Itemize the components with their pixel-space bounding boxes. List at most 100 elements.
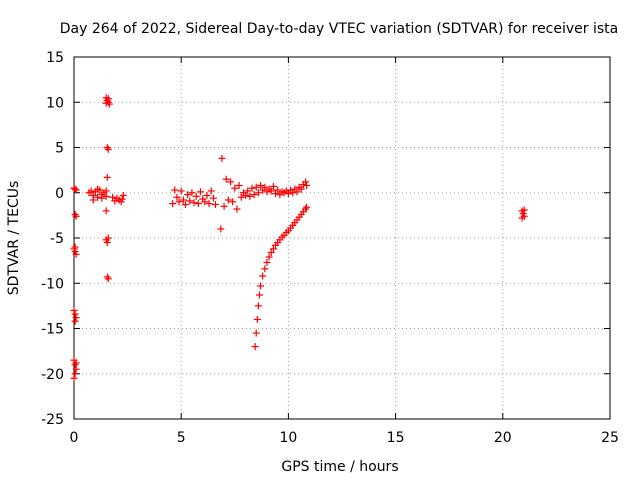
data-point: [186, 197, 194, 205]
data-point: [102, 99, 110, 107]
data-point: [194, 200, 202, 208]
data-point: [109, 193, 117, 201]
data-point: [212, 201, 220, 209]
x-tick-label: 15: [387, 430, 405, 446]
data-point: [119, 191, 127, 199]
data-point: [265, 253, 273, 261]
data-point: [190, 199, 198, 207]
x-tick-label: 25: [601, 430, 619, 446]
data-point: [257, 182, 265, 190]
data-point: [102, 207, 110, 215]
data-point: [94, 185, 102, 193]
data-point: [72, 212, 80, 220]
data-point: [71, 210, 79, 218]
data-point: [94, 193, 102, 201]
data-point: [201, 198, 209, 206]
data-point: [302, 178, 310, 186]
data-point: [103, 273, 111, 281]
grid: [74, 57, 610, 419]
data-point: [269, 245, 277, 253]
data-point: [263, 258, 271, 266]
data-point: [196, 188, 204, 196]
data-point: [289, 189, 297, 197]
y-tick-label: -15: [41, 322, 64, 338]
data-point: [250, 191, 258, 199]
data-point: [70, 306, 78, 314]
data-point: [218, 154, 226, 162]
data-point: [518, 214, 526, 222]
data-point: [169, 200, 177, 208]
y-tick-label: 5: [55, 141, 64, 157]
x-axis-label: GPS time / hours: [281, 459, 398, 475]
data-point: [252, 329, 260, 337]
data-point: [87, 187, 95, 195]
data-point: [253, 315, 261, 323]
data-point: [105, 100, 113, 108]
data-point: [71, 185, 79, 193]
data-point: [181, 201, 189, 209]
data-point: [70, 374, 78, 382]
data-point: [297, 185, 305, 193]
data-point: [103, 239, 111, 247]
x-tick-label: 10: [279, 430, 297, 446]
data-point: [72, 186, 80, 194]
data-point: [102, 187, 110, 195]
y-tick-label: -25: [41, 412, 64, 428]
data-point: [222, 175, 230, 183]
data-point: [254, 189, 262, 197]
data-point: [267, 187, 275, 195]
data-point: [231, 184, 239, 192]
data-point: [171, 186, 179, 194]
y-tick-label: 10: [46, 95, 64, 111]
data-point: [104, 95, 112, 103]
data-point: [254, 302, 262, 310]
data-point: [217, 225, 225, 233]
data-point: [72, 365, 80, 373]
data-point: [203, 191, 211, 199]
data-point: [103, 173, 111, 181]
data-point: [207, 187, 215, 195]
y-tick-label: -10: [41, 276, 64, 292]
data-point: [71, 361, 79, 369]
data-point: [261, 265, 269, 273]
x-ticks: 0 5 10 15 20 25: [70, 57, 619, 446]
data-point: [242, 191, 250, 199]
data-point: [104, 145, 112, 153]
data-point: [71, 243, 79, 251]
y-tick-label: -20: [41, 367, 64, 383]
data-point: [227, 178, 235, 186]
data-point: [252, 183, 260, 191]
data-point: [209, 194, 217, 202]
y-tick-label: 0: [55, 186, 64, 202]
data-point: [118, 195, 126, 203]
data-point: [224, 196, 232, 204]
data-point: [303, 203, 311, 211]
data-point: [272, 190, 280, 198]
data-point: [259, 272, 267, 280]
data-point: [274, 186, 282, 194]
data-point: [255, 291, 263, 299]
data-point: [177, 187, 185, 195]
data-point: [520, 206, 528, 214]
data-point: [235, 182, 243, 190]
data-point: [103, 144, 111, 151]
x-tick-label: 5: [177, 430, 186, 446]
x-tick-label: 0: [70, 430, 79, 446]
data-point: [104, 275, 112, 283]
data-point: [192, 192, 200, 200]
chart-title: Day 264 of 2022, Sidereal Day-to-day VTE…: [60, 21, 618, 37]
data-point: [229, 198, 237, 206]
data-points: [70, 94, 528, 382]
data-point: [233, 205, 241, 213]
data-point: [98, 194, 106, 202]
data-point: [89, 196, 97, 204]
data-point: [257, 282, 265, 290]
y-tick-label: -5: [50, 231, 64, 247]
y-axis-label: SDTVAR / TECUs: [6, 181, 22, 296]
data-point: [71, 310, 79, 318]
data-point: [244, 187, 252, 195]
data-point: [175, 198, 183, 206]
data-point: [267, 248, 275, 256]
data-point: [205, 200, 213, 208]
